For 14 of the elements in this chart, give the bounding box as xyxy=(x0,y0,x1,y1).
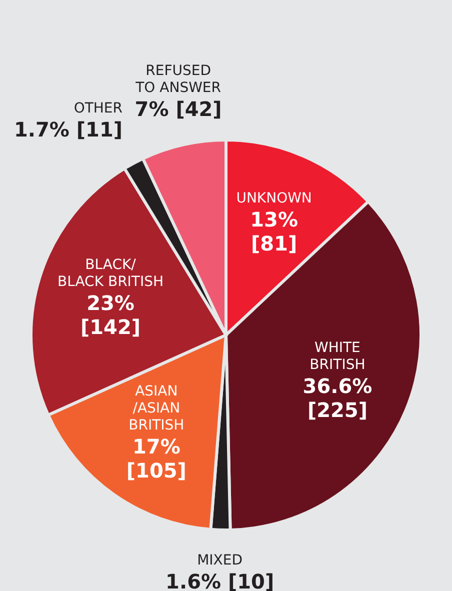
slice-label: WHITE BRITISH xyxy=(310,340,366,373)
slice-label: MIXED xyxy=(197,552,243,568)
data-label: 23% [142] xyxy=(80,291,141,340)
data-label: 1.6% [10] xyxy=(166,569,274,591)
data-label: 13% [81] xyxy=(250,208,298,256)
data-label: 36.6% [225] xyxy=(302,374,372,422)
slice-label: ASIAN /ASIAN BRITISH xyxy=(128,383,184,434)
slice-label: UNKNOWN xyxy=(236,190,312,207)
slice-label: REFUSED TO ANSWER xyxy=(134,62,222,96)
slice-label: OTHER xyxy=(74,100,123,117)
data-label: 1.7% [11] xyxy=(14,118,122,142)
data-label: 17% [105] xyxy=(126,434,186,482)
data-label: 7% [42] xyxy=(134,96,222,121)
slice-label: BLACK/ BLACK BRITISH xyxy=(57,257,164,290)
